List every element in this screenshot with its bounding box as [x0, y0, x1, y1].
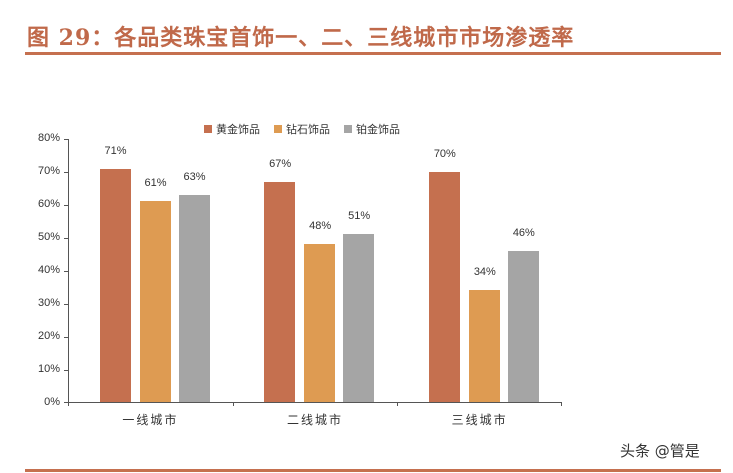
- bar-1-0: [264, 181, 296, 402]
- legend-swatch-diamond: [274, 125, 282, 133]
- y-tick: [64, 370, 68, 371]
- plot-area: 0% 10% 20% 30% 40% 50% 60% 70% 80% 71% 61% 63% 67% 48…: [38, 132, 562, 408]
- bar-2-0: [429, 171, 461, 402]
- x-axis: [68, 402, 562, 403]
- y-tick-label: 50%: [37, 231, 60, 243]
- y-tick: [64, 402, 68, 403]
- y-tick-label: 30%: [37, 297, 60, 309]
- x-category-label: 一线城市: [122, 413, 179, 427]
- bar-0-1: [140, 201, 171, 402]
- chart-legend: 黄金饰品 钻石饰品 铂金饰品: [204, 121, 400, 137]
- bar-2-2: [508, 250, 540, 402]
- bar-2-1: [469, 290, 501, 402]
- y-tick: [64, 205, 68, 206]
- bar-value-label: 46%: [512, 226, 535, 239]
- x-category-label: 二线城市: [286, 413, 343, 427]
- watermark: 头条 @管是: [620, 442, 700, 460]
- bar-value-label: 71%: [104, 144, 127, 157]
- bar-value-label: 34%: [473, 266, 496, 279]
- bar-value-label: 61%: [144, 177, 167, 190]
- bar-value-label: 63%: [183, 170, 206, 183]
- y-tick-label: 60%: [37, 198, 60, 210]
- legend-item-platinum: 铂金饰品: [344, 121, 400, 137]
- bar-value-label: 70%: [433, 147, 456, 160]
- title-underline: [25, 52, 721, 55]
- y-tick: [64, 337, 68, 338]
- x-category-label: 三线城市: [451, 413, 508, 427]
- bar-0-2: [179, 194, 210, 402]
- legend-swatch-gold: [204, 125, 212, 133]
- y-tick-label: 80%: [37, 132, 60, 144]
- y-tick-label: 0%: [44, 396, 60, 408]
- legend-label-platinum: 铂金饰品: [356, 123, 400, 136]
- y-tick-label: 10%: [37, 363, 60, 375]
- legend-item-diamond: 钻石饰品: [274, 121, 330, 137]
- y-tick: [64, 139, 68, 140]
- x-tick: [397, 402, 399, 406]
- legend-label-gold: 黄金饰品: [216, 123, 260, 136]
- y-tick-label: 70%: [37, 165, 60, 177]
- legend-swatch-platinum: [344, 125, 352, 133]
- y-tick: [64, 172, 68, 173]
- bar-value-label: 51%: [348, 210, 371, 223]
- bottom-rule: [25, 469, 721, 472]
- x-tick: [68, 402, 69, 406]
- y-axis: [68, 139, 69, 403]
- bar-1-2: [343, 234, 375, 402]
- x-tick: [561, 402, 562, 406]
- y-tick-label: 20%: [37, 330, 60, 342]
- legend-item-gold: 黄金饰品: [204, 121, 260, 137]
- y-tick: [64, 271, 68, 272]
- bar-value-label: 48%: [309, 220, 332, 233]
- bar-1-1: [304, 244, 336, 402]
- legend-label-diamond: 钻石饰品: [286, 123, 330, 136]
- bar-0-0: [100, 168, 131, 402]
- y-tick: [64, 304, 68, 305]
- bar-value-label: 67%: [269, 157, 292, 170]
- figure-title: 图 29：各品类珠宝首饰一、二、三线城市市场渗透率: [27, 25, 575, 51]
- y-tick-label: 40%: [37, 264, 60, 276]
- y-tick: [64, 238, 68, 239]
- x-tick: [232, 402, 234, 406]
